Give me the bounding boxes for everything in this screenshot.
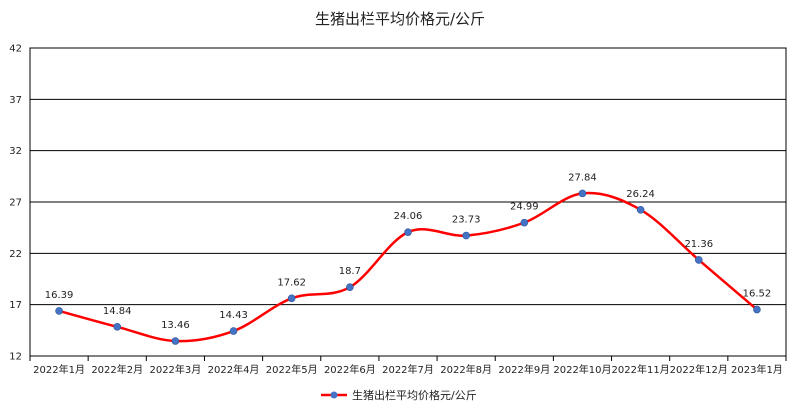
y-tick-label-17: 17 <box>9 300 22 311</box>
y-tick-label-12: 12 <box>9 352 22 363</box>
data-label-12: 16.52 <box>743 289 772 300</box>
x-tick-label-6: 2022年7月 <box>382 363 434 376</box>
data-label-2: 13.46 <box>161 320 190 331</box>
data-label-layer: 16.39 14.84 13.46 14.43 17.62 18.7 24.06 23.73 2… <box>45 172 771 331</box>
data-point-3 <box>229 327 238 335</box>
data-label-9: 27.84 <box>568 172 597 183</box>
data-point-8 <box>520 218 529 227</box>
data-label-5: 18.7 <box>339 266 361 277</box>
data-point-10 <box>636 206 645 214</box>
x-tick-label-4: 2022年5月 <box>266 363 318 376</box>
legend-label: 生猪出栏平均价格元/公斤 <box>352 388 477 402</box>
data-point-2 <box>171 337 180 345</box>
data-point-5 <box>346 283 354 292</box>
data-point-6 <box>404 228 412 236</box>
data-point-12 <box>753 305 761 314</box>
x-tick-label-8: 2022年9月 <box>498 363 550 376</box>
data-point-0 <box>55 307 63 315</box>
x-tick-label-0: 2022年1月 <box>33 363 85 376</box>
data-label-4: 17.62 <box>277 277 306 288</box>
x-tick-label-9: 2022年10月 <box>553 363 611 376</box>
y-tick-label-22: 22 <box>9 249 22 260</box>
y-tick-label-42: 42 <box>9 44 22 55</box>
y-tick-label-27: 27 <box>9 198 22 209</box>
marker-layer <box>55 189 761 345</box>
data-label-11: 21.36 <box>684 239 713 250</box>
data-point-1 <box>113 323 122 331</box>
x-tick-label-3: 2022年4月 <box>208 363 260 376</box>
data-point-11 <box>694 256 703 264</box>
x-tick-label-1: 2022年2月 <box>91 363 143 376</box>
data-label-7: 23.73 <box>452 215 481 226</box>
data-label-6: 24.06 <box>394 211 423 222</box>
y-tick-label-32: 32 <box>9 146 22 157</box>
x-tick-label-7: 2022年8月 <box>440 363 492 376</box>
data-label-8: 24.99 <box>510 202 539 213</box>
data-point-7 <box>462 231 470 240</box>
x-tick-label-10: 2022年11月 <box>612 363 670 376</box>
x-tick-label-11: 2022年12月 <box>670 363 728 376</box>
data-point-4 <box>287 294 296 303</box>
x-tick-label-12: 2023年1月 <box>731 363 783 376</box>
data-label-3: 14.43 <box>219 310 248 321</box>
data-label-10: 26.24 <box>626 189 655 200</box>
legend: 生猪出栏平均价格元/公斤 <box>321 388 477 402</box>
data-point-9 <box>578 189 587 198</box>
chart-title: 生猪出栏平均价格元/公斤 <box>315 10 485 28</box>
gridlines <box>30 47 786 357</box>
x-tick-label-5: 2022年6月 <box>324 363 376 376</box>
data-label-0: 16.39 <box>45 290 74 301</box>
data-label-1: 14.84 <box>103 306 132 317</box>
x-tick-label-2: 2022年3月 <box>149 363 201 376</box>
y-tick-label-37: 37 <box>9 95 22 106</box>
x-axis-ticks: 2022年1月 2022年2月 2022年3月 2022年4月 2022年5月 2022年… <box>29 356 787 376</box>
y-axis-ticks: 12 17 22 27 32 37 42 <box>9 44 22 363</box>
legend-marker-swatch <box>330 391 338 399</box>
